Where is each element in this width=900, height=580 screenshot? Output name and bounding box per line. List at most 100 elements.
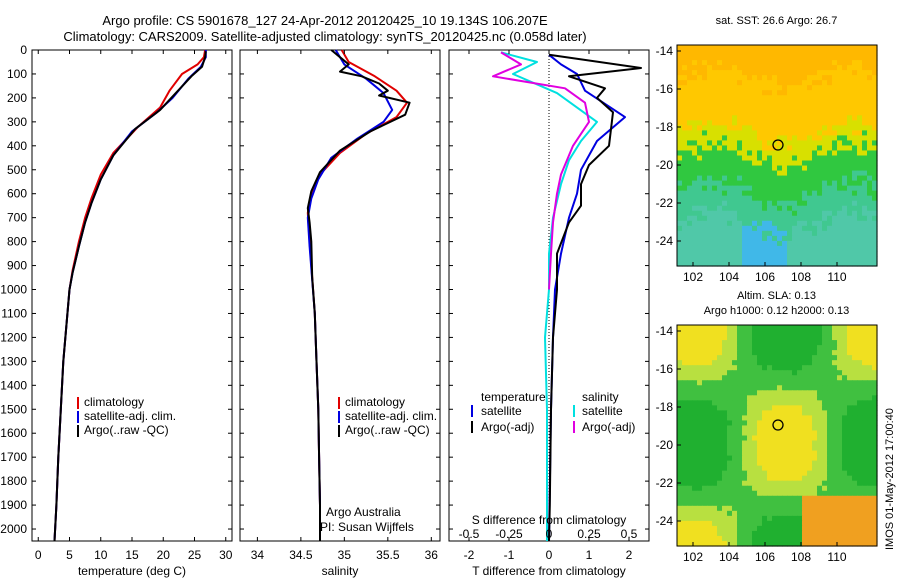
map-cell: [707, 525, 713, 532]
map-cell: [797, 380, 803, 386]
map-cell: [867, 250, 873, 257]
map-cell: [727, 245, 733, 252]
map-cell: [692, 495, 698, 502]
map-cell: [702, 515, 708, 522]
map-cell: [737, 215, 743, 222]
map-cell: [677, 475, 683, 482]
map-cell: [752, 130, 758, 137]
map-cell: [702, 435, 708, 442]
map-cell: [867, 140, 873, 147]
map-cell: [822, 195, 828, 202]
map-cell: [692, 85, 698, 91]
map-cell: [727, 410, 733, 417]
map-cell: [802, 60, 808, 66]
map-cell: [857, 380, 863, 386]
map-cell: [702, 175, 708, 182]
map-cell: [722, 455, 728, 462]
map-cell: [712, 45, 718, 51]
map-cell: [742, 530, 748, 537]
map-cell: [812, 340, 818, 346]
map-cell: [757, 115, 763, 121]
map-cell: [807, 420, 813, 427]
map-cell: [847, 240, 853, 247]
map-cell: [712, 390, 718, 396]
map-cell: [677, 115, 683, 121]
map-cell: [822, 135, 828, 142]
map-cell: [747, 525, 753, 532]
map-cell: [807, 340, 813, 346]
map-cell: [707, 195, 713, 202]
map-cell: [747, 120, 753, 126]
map-x-tick-label: 104: [719, 550, 739, 564]
map-cell: [737, 525, 743, 532]
x-tick-label: 34: [251, 548, 265, 562]
map-cell: [702, 215, 708, 222]
map-cell: [707, 485, 713, 492]
x-tick-label: 15: [125, 548, 139, 562]
map-cell: [697, 340, 703, 346]
map-cell: [787, 330, 793, 336]
map-cell: [717, 80, 723, 86]
map-cell: [732, 535, 738, 542]
map-cell: [822, 365, 828, 371]
map-cell: [867, 335, 873, 341]
map-cell: [767, 375, 773, 381]
map-cell: [772, 235, 778, 242]
map-cell: [772, 45, 778, 51]
map-cell: [682, 105, 688, 111]
map-cell: [732, 185, 738, 192]
map-cell: [787, 195, 793, 202]
map-cell: [777, 500, 783, 507]
map-cell: [712, 155, 718, 162]
map-cell: [707, 460, 713, 467]
map-cell: [692, 185, 698, 192]
map-cell: [837, 350, 843, 356]
map-cell: [762, 145, 768, 152]
map-cell: [727, 450, 733, 457]
map-cell: [822, 485, 828, 492]
map-cell: [822, 100, 828, 106]
map-cell: [682, 145, 688, 152]
map-cell: [847, 460, 853, 467]
map-cell: [867, 435, 873, 442]
map-cell: [692, 350, 698, 356]
map-cell: [687, 525, 693, 532]
map-cell: [767, 125, 773, 131]
x-tick-label: -1: [504, 548, 515, 562]
map-cell: [697, 240, 703, 247]
map-cell: [732, 515, 738, 522]
map-cell: [782, 55, 788, 61]
map-cell: [862, 155, 868, 162]
map-cell: [867, 440, 873, 447]
map-cell: [817, 100, 823, 106]
map-cell: [767, 180, 773, 187]
map-cell: [832, 75, 838, 81]
map-cell: [782, 430, 788, 437]
map-cell: [797, 90, 803, 96]
map-cell: [732, 485, 738, 492]
map-cell: [852, 530, 858, 537]
map-cell: [812, 70, 818, 76]
map-cell: [822, 370, 828, 376]
map-cell: [767, 430, 773, 437]
map-cell: [787, 400, 793, 406]
map-cell: [762, 330, 768, 336]
map-cell: [807, 410, 813, 417]
map-cell: [737, 325, 743, 331]
map-cell: [742, 375, 748, 381]
map-cell: [717, 70, 723, 76]
map-cell: [757, 425, 763, 432]
map-cell: [817, 70, 823, 76]
map-cell: [872, 75, 878, 81]
map-cell: [702, 540, 708, 547]
map-cell: [802, 145, 808, 152]
map-cell: [742, 180, 748, 187]
map-cell: [817, 190, 823, 197]
map-cell: [812, 135, 818, 142]
map-cell: [747, 70, 753, 76]
map-cell: [802, 90, 808, 96]
map-cell: [822, 430, 828, 437]
map-cell: [797, 260, 803, 267]
map-cell: [822, 130, 828, 137]
map-cell: [692, 80, 698, 86]
